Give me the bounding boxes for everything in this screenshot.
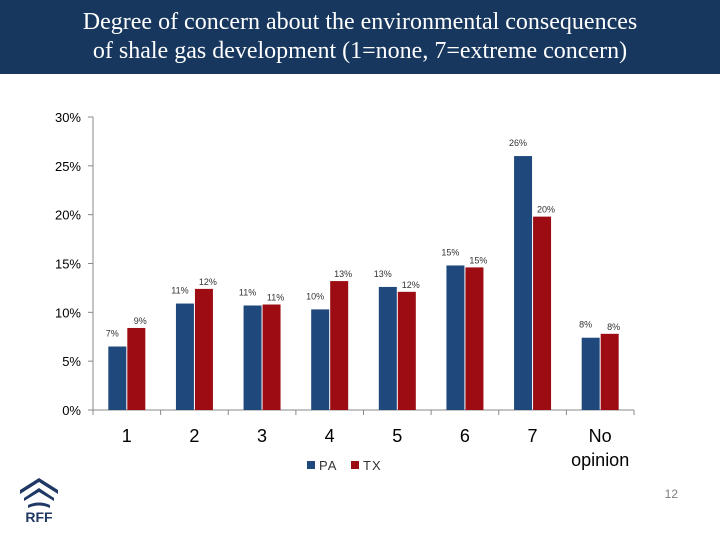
data-label-tx: 13% xyxy=(334,269,352,279)
y-tick-label: 5% xyxy=(62,354,81,369)
y-tick-label: 0% xyxy=(62,403,81,418)
data-label-tx: 20% xyxy=(537,205,555,215)
x-tick-label: 1 xyxy=(122,426,132,446)
bar-pa xyxy=(446,265,465,410)
bar-tx xyxy=(533,216,552,410)
data-label-pa: 10% xyxy=(306,291,324,301)
data-label-pa: 26% xyxy=(509,138,527,148)
bar-tx xyxy=(465,267,484,410)
y-tick-label: 25% xyxy=(55,159,81,174)
bar-pa xyxy=(581,337,600,410)
data-label-tx: 11% xyxy=(267,293,284,303)
data-label-pa: 11% xyxy=(171,286,188,296)
bar-pa xyxy=(514,156,533,410)
data-label-tx: 9% xyxy=(134,316,147,326)
bar-pa xyxy=(175,303,194,410)
legend-label-pa: PA xyxy=(319,458,337,473)
slide-title-line-2: of shale gas development (1=none, 7=extr… xyxy=(92,38,628,64)
bar-tx xyxy=(600,333,619,410)
logo-text: RFF xyxy=(25,509,53,524)
legend-swatch-pa xyxy=(307,461,315,469)
bar-tx xyxy=(330,281,349,410)
data-label-tx: 15% xyxy=(469,255,487,265)
legend-label-tx: TX xyxy=(363,458,382,473)
y-tick-label: 10% xyxy=(55,305,81,320)
y-tick-label: 20% xyxy=(55,208,81,223)
data-label-tx: 8% xyxy=(607,322,620,332)
bar-pa xyxy=(243,305,262,410)
x-tick-label: 6 xyxy=(460,426,470,446)
x-tick-label: 2 xyxy=(189,426,199,446)
data-label-tx: 12% xyxy=(402,280,420,290)
bar-tx xyxy=(194,288,213,410)
x-tick-label: opinion xyxy=(571,450,629,470)
x-tick-label: No xyxy=(589,426,612,446)
bar-tx xyxy=(127,327,146,410)
data-label-pa: 11% xyxy=(239,287,256,297)
data-label-pa: 13% xyxy=(374,269,392,279)
x-tick-label: 5 xyxy=(392,426,402,446)
legend-swatch-tx xyxy=(351,461,359,469)
slide-title-bar: Degree of concern about the environmenta… xyxy=(0,0,720,74)
bar-pa xyxy=(311,309,330,410)
y-tick-label: 15% xyxy=(55,257,81,272)
data-label-tx: 12% xyxy=(199,277,217,287)
data-label-pa: 8% xyxy=(579,320,592,330)
data-label-pa: 7% xyxy=(106,329,119,339)
data-label-pa: 15% xyxy=(441,247,459,257)
bar-tx xyxy=(262,304,281,410)
slide-title-line-1: Degree of concern about the environmenta… xyxy=(82,9,638,35)
x-tick-label: 3 xyxy=(257,426,267,446)
bar-pa xyxy=(378,286,397,410)
rff-logo: RFF xyxy=(20,478,58,524)
x-tick-label: 7 xyxy=(528,426,538,446)
bar-pa xyxy=(108,346,127,410)
bar-tx xyxy=(397,291,416,410)
x-tick-label: 4 xyxy=(325,426,335,446)
y-tick-label: 30% xyxy=(55,110,81,125)
slide-number: 12 xyxy=(664,487,678,501)
